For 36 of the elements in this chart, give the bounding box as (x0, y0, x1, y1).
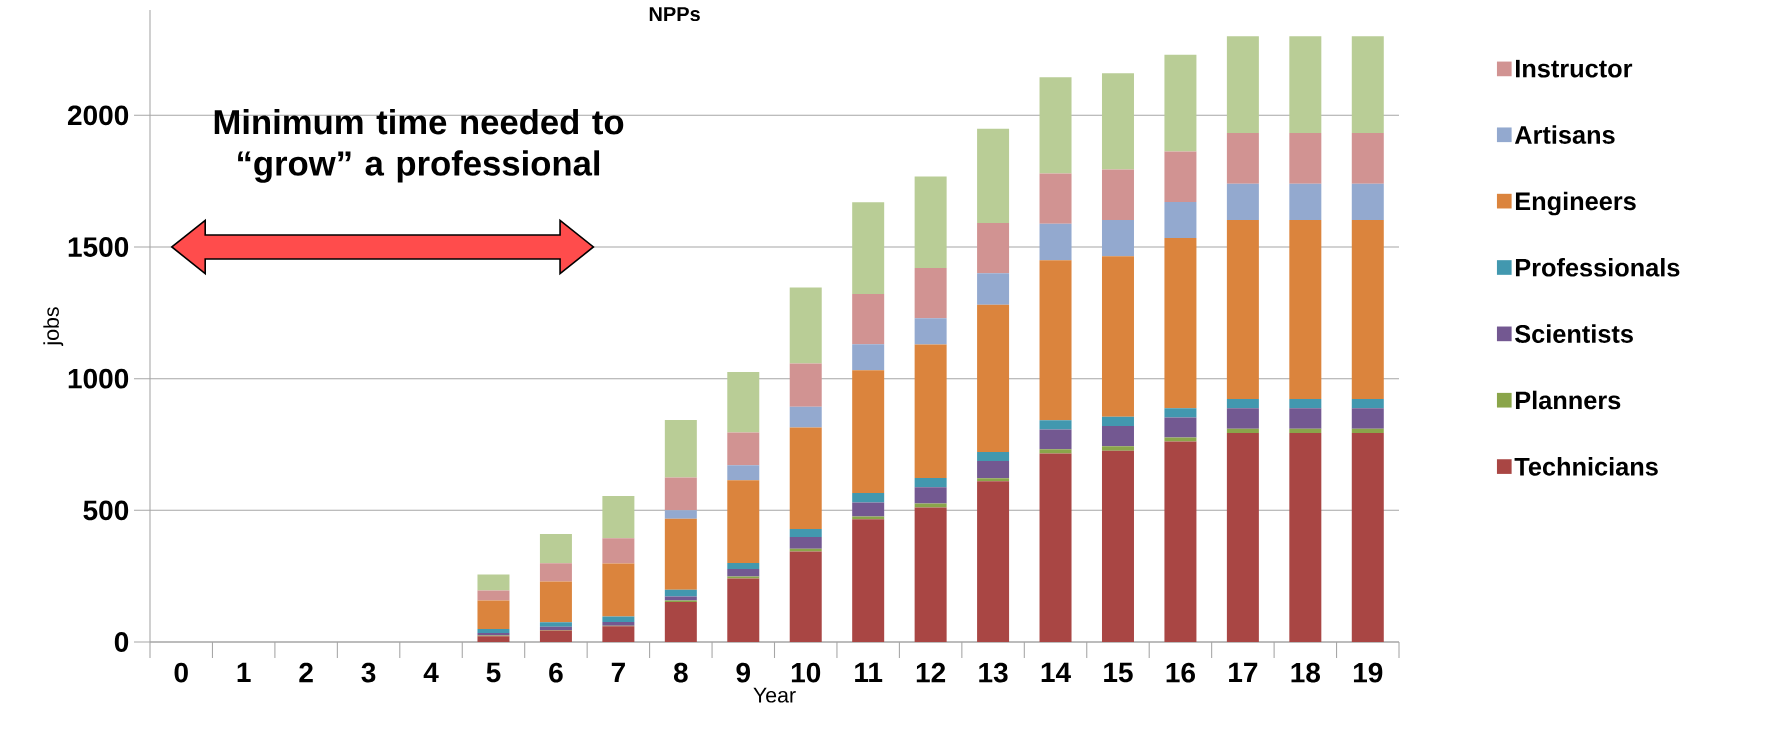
y-tick-label: 500 (83, 500, 129, 521)
x-tick-label: 11 (855, 662, 883, 682)
legend-label: Technicians (1514, 457, 1658, 476)
y-tick-label: 1500 (68, 237, 129, 257)
x-tick-label: 10 (791, 662, 821, 683)
x-tick-label: 0 (174, 662, 188, 683)
legend-label: Instructor (1515, 59, 1633, 78)
x-tick-label: 3 (361, 662, 376, 683)
x-tick-label: 8 (673, 662, 688, 683)
x-tick-label: 4 (423, 662, 439, 682)
legend-label: Engineers (1515, 191, 1636, 216)
x-tick-label: 6 (549, 662, 563, 683)
y-tick-label: 2000 (67, 105, 129, 126)
x-tick-label: 7 (611, 662, 625, 682)
x-tick-label: 9 (736, 662, 751, 683)
legend-label: Artisans (1514, 125, 1615, 144)
y-tick-label: 1000 (68, 368, 129, 389)
x-tick-label: 12 (916, 662, 946, 683)
x-tick-label: 2 (299, 662, 313, 683)
chart-title: NPPs (649, 7, 700, 22)
x-tick-label: 19 (1353, 662, 1383, 683)
legend-label: Planners (1515, 390, 1621, 410)
x-tick-label: 17 (1229, 662, 1258, 682)
x-tick-label: 16 (1166, 662, 1195, 683)
x-tick-label: 5 (486, 662, 501, 683)
x-tick-label: 14 (1041, 662, 1071, 682)
legend-label: Professionals (1515, 257, 1680, 277)
x-tick-label: 15 (1104, 662, 1133, 683)
x-tick-label: 13 (979, 662, 1008, 683)
y-tick-label: 0 (114, 632, 129, 652)
x-tick-label: 18 (1291, 662, 1321, 683)
annotation: Minimum time needed to “grow” a professional (214, 108, 624, 183)
x-tick-label: 1 (237, 662, 251, 682)
legend-label: Scientists (1515, 324, 1633, 343)
y-axis-title: jobs (43, 307, 64, 347)
x-axis-title: Year (753, 687, 796, 703)
